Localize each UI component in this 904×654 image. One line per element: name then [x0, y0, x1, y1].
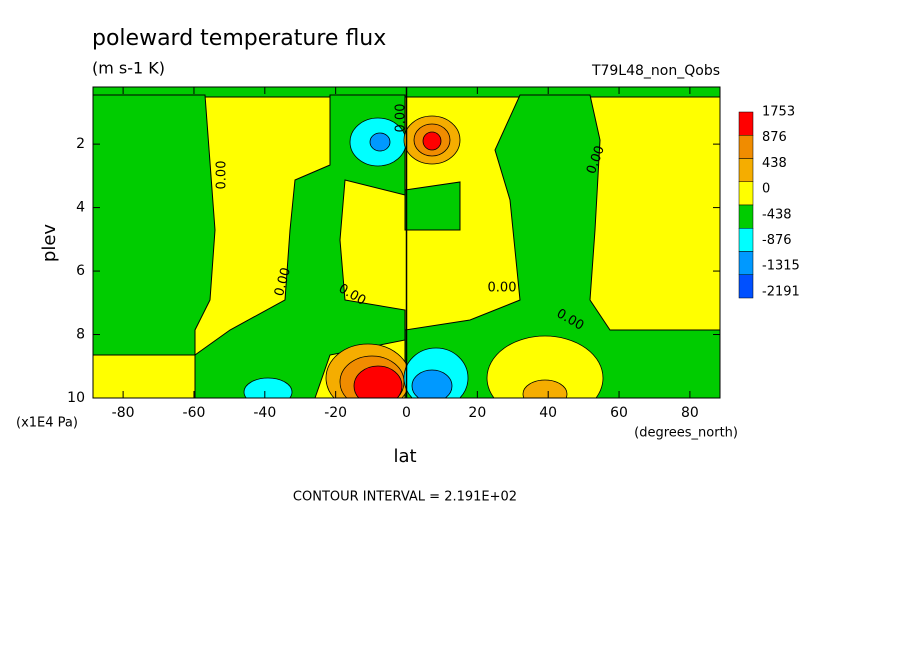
legend-label: 0: [762, 182, 770, 197]
contour-region: [353, 365, 403, 398]
legend-swatch: [738, 228, 754, 252]
y-tick-label: 6: [76, 263, 85, 279]
dataset-label: T79L48_non_Qobs: [591, 63, 720, 79]
legend-swatch: [738, 204, 754, 229]
legend-label: -438: [762, 207, 792, 222]
x-tick-label: -20: [324, 405, 347, 421]
contour-field: [93, 87, 720, 398]
x-tick-label: 80: [681, 405, 699, 421]
legend-label: -2191: [762, 284, 800, 299]
legend-swatch: [738, 135, 754, 159]
legend-swatch: [738, 251, 754, 275]
legend-swatch: [738, 181, 754, 206]
y-axis-units: (x1E4 Pa): [16, 416, 78, 431]
x-tick-label: -40: [253, 405, 276, 421]
contour-region: [486, 335, 604, 398]
contour-region: [404, 94, 720, 398]
contour-label: 0.00: [272, 266, 294, 298]
contour-label: 0.00: [394, 104, 409, 133]
contour-region: [411, 369, 453, 398]
footer-note: CONTOUR INTERVAL = 2.191E+02: [293, 490, 517, 505]
contour-region: [404, 181, 461, 231]
chart-subtitle: (m s-1 K): [92, 59, 165, 78]
y-tick-label: 2: [76, 136, 85, 152]
legend-swatch: [738, 111, 754, 136]
legend-swatch: [738, 274, 754, 299]
contour-label: 0.00: [215, 161, 230, 190]
x-tick-label: 0: [402, 405, 411, 421]
y-tick-label: 8: [76, 327, 85, 343]
contour-region: [194, 94, 406, 398]
chart-title: poleward temperature flux: [92, 26, 386, 51]
x-axis-label: lat: [393, 446, 416, 467]
x-tick-label: -80: [112, 405, 135, 421]
legend-swatch: [738, 158, 754, 182]
contour-region: [522, 379, 568, 398]
legend-label: 1753: [762, 105, 795, 120]
contour-label: 0.00: [488, 281, 517, 296]
contour-region: [93, 94, 216, 356]
x-tick-label: 20: [468, 405, 486, 421]
contour-region: [422, 131, 442, 151]
contour-region: [369, 132, 391, 152]
x-tick-label: -60: [183, 405, 206, 421]
x-tick-label: 60: [610, 405, 628, 421]
legend-label: -1315: [762, 259, 800, 274]
legend-label: 438: [762, 156, 787, 171]
legend-label: -876: [762, 233, 792, 248]
y-tick-label: 10: [67, 390, 85, 406]
x-axis-units: (degrees_north): [634, 426, 738, 441]
y-axis-label: plev: [39, 224, 60, 263]
contour-region: [243, 377, 293, 398]
x-tick-label: 40: [539, 405, 557, 421]
y-tick-label: 4: [76, 200, 85, 216]
legend-label: 876: [762, 130, 787, 145]
